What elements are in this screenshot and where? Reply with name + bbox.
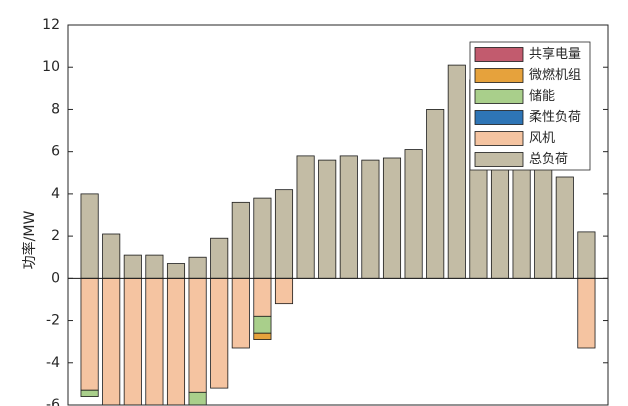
legend-box <box>469 41 591 171</box>
bar-segment <box>210 277 229 389</box>
bar-segment <box>318 159 337 279</box>
bar-segment <box>426 109 445 279</box>
bar-segment <box>447 64 466 279</box>
y-tick-label: -2 <box>46 313 60 329</box>
legend-label: 柔性负荷 <box>529 110 581 125</box>
bar-segment <box>188 256 207 279</box>
legend-label: 风机 <box>529 131 555 146</box>
bar-segment <box>231 277 250 349</box>
bar-segment <box>577 231 596 279</box>
bar-segment <box>166 277 186 405</box>
bar-segment <box>188 277 207 393</box>
bar-segment <box>123 254 142 279</box>
bar-segment <box>404 149 423 279</box>
y-tick-label: 6 <box>51 144 60 160</box>
bar-segment <box>274 189 294 279</box>
bar-segment <box>231 201 250 279</box>
bars <box>68 64 608 405</box>
legend-swatch <box>474 68 524 83</box>
bar-segment <box>339 155 358 279</box>
bar-segment <box>80 193 99 279</box>
bar-segment <box>361 159 380 279</box>
y-tick-label: 2 <box>51 228 60 244</box>
legend-label: 微燃机组 <box>529 67 581 83</box>
legend-label: 共享电量 <box>529 46 581 62</box>
y-tick-label: 4 <box>51 186 60 202</box>
bar-segment <box>296 155 315 279</box>
y-axis-label: 功率/MW <box>21 211 38 270</box>
y-tick-label: -6 <box>46 397 60 406</box>
legend-label: 总负荷 <box>529 152 568 167</box>
bar-segment <box>188 391 207 405</box>
bar-segment <box>145 277 164 405</box>
legend-label: 储能 <box>529 89 555 104</box>
bar-segment <box>102 277 121 405</box>
legend-swatch <box>474 152 524 167</box>
y-tick-label: 0 <box>51 270 60 286</box>
y-tick-label: 8 <box>51 101 60 117</box>
bar-segment <box>166 263 186 279</box>
bar-segment <box>274 277 294 305</box>
legend-swatch <box>474 131 524 146</box>
bar-segment <box>382 157 402 279</box>
bar-segment <box>253 315 272 334</box>
bar-segment <box>210 237 229 279</box>
legend-swatch <box>474 110 524 125</box>
bar-segment <box>80 389 99 397</box>
bar-segment <box>80 277 99 391</box>
bar-segment <box>577 277 596 349</box>
bar-segment <box>253 277 272 317</box>
legend-swatch <box>474 89 524 104</box>
bar-segment <box>102 233 121 279</box>
legend-swatch <box>474 47 524 62</box>
y-tick-label: 10 <box>42 59 60 75</box>
y-tick-label: -4 <box>46 355 60 371</box>
bar-segment <box>145 254 164 279</box>
axes-box <box>67 24 609 406</box>
bar-segment <box>123 277 142 405</box>
bar-segment <box>253 197 272 279</box>
bar-segment <box>253 332 272 340</box>
bar-segment <box>555 176 574 279</box>
y-tick-label: 12 <box>42 17 60 33</box>
